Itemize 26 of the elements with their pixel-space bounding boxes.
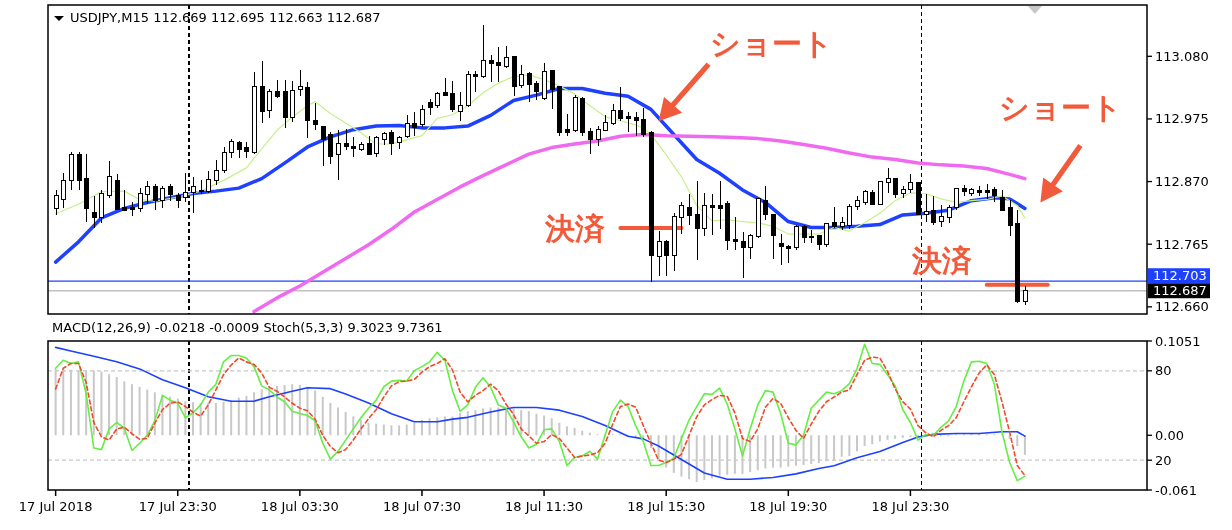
y-tick-label: 80 xyxy=(1155,363,1172,379)
y-tick-label: 112.765 xyxy=(1155,236,1209,252)
y-tick-label: 20 xyxy=(1155,452,1172,468)
x-tick-label: 18 Jul 15:30 xyxy=(627,499,706,514)
x-tick-label: 17 Jul 23:30 xyxy=(138,499,217,514)
y2-tick-label: 0.1051 xyxy=(1155,333,1201,349)
chart-title: MACD(12,26,9) -0.0218 -0.0009 Stoch(5,3,3) 9.3023 9.7361 xyxy=(52,320,443,335)
y2-tick-label: -0.061 xyxy=(1155,482,1197,498)
x-tick-label: 18 Jul 23:30 xyxy=(871,499,950,514)
annotation: ショート xyxy=(998,90,1122,124)
y2-tick-label: 0.00 xyxy=(1155,427,1184,443)
annotation: 決済 xyxy=(544,211,606,245)
y-tick-label: 112.975 xyxy=(1155,111,1209,127)
y-tick-label: 112.660 xyxy=(1155,299,1209,315)
ref-line-label: 112.687 xyxy=(1153,283,1207,299)
x-tick-label: 18 Jul 07:30 xyxy=(382,499,461,514)
annotation: 決済 xyxy=(910,244,972,278)
ref-line-label: 112.703 xyxy=(1153,268,1207,284)
x-tick-label: 18 Jul 03:30 xyxy=(260,499,339,514)
x-tick-label: 17 Jul 2018 xyxy=(18,499,93,514)
x-tick-label: 18 Jul 19:30 xyxy=(749,499,828,514)
y-tick-label: 113.080 xyxy=(1155,48,1209,64)
annotation: ショート xyxy=(710,26,834,60)
y-tick-label: 112.870 xyxy=(1155,174,1209,190)
chart-title: USDJPY,M15 112.669 112.695 112.663 112.687 xyxy=(70,10,381,25)
x-tick-label: 18 Jul 11:30 xyxy=(505,499,584,514)
